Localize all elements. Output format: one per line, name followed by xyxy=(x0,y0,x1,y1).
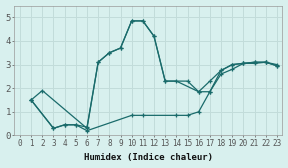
X-axis label: Humidex (Indice chaleur): Humidex (Indice chaleur) xyxy=(84,153,213,162)
